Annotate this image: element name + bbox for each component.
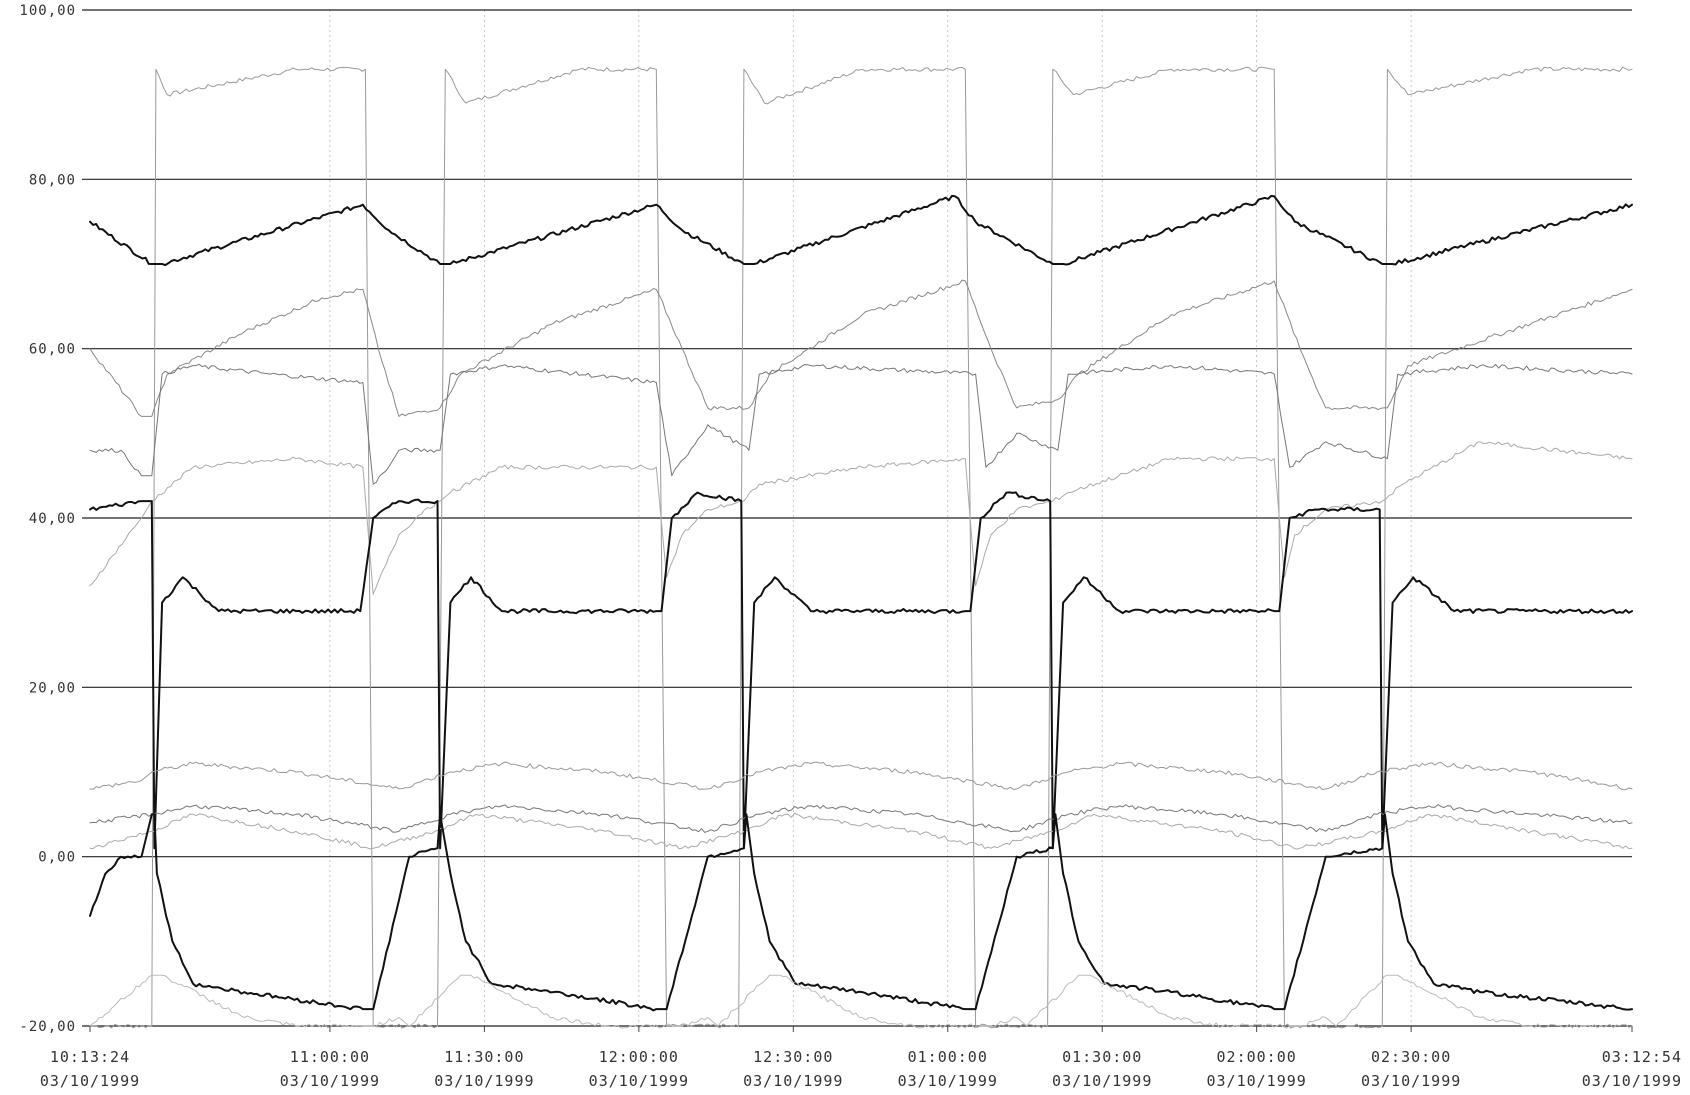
- x-tick-date-0: 03/10/1999: [40, 1072, 140, 1090]
- y-tick-label-0: 100,00: [19, 3, 76, 19]
- y-tick-label-5: 0,00: [38, 850, 76, 866]
- x-tick-date-9: 03/10/1999: [1582, 1072, 1682, 1090]
- series-line-7: [89, 804, 1633, 833]
- series-line-6: [89, 761, 1633, 791]
- x-tick-time-4: 12:30:00: [753, 1048, 833, 1066]
- series-line-10: [89, 974, 1633, 1029]
- x-tick-time-6: 01:30:00: [1062, 1048, 1142, 1066]
- series-line-1: [89, 194, 1633, 267]
- x-tick-time-7: 02:00:00: [1217, 1048, 1297, 1066]
- x-tick-date-6: 03/10/1999: [1052, 1072, 1152, 1090]
- horizontal-gridlines: [82, 9, 1632, 1027]
- x-tick-time-8: 02:30:00: [1371, 1048, 1451, 1066]
- series-line-0: [89, 66, 1633, 1029]
- series-line-5: [89, 491, 1633, 850]
- series-line-3: [89, 363, 1633, 485]
- x-tick-time-2: 11:30:00: [444, 1048, 524, 1066]
- x-tick-date-7: 03/10/1999: [1207, 1072, 1307, 1090]
- x-tick-date-5: 03/10/1999: [898, 1072, 998, 1090]
- x-tick-time-1: 11:00:00: [290, 1048, 370, 1066]
- series-line-4: [89, 441, 1633, 595]
- x-tick-date-3: 03/10/1999: [589, 1072, 689, 1090]
- series-layer: [89, 66, 1633, 1029]
- y-tick-label-3: 40,00: [29, 511, 76, 527]
- x-tick-date-1: 03/10/1999: [280, 1072, 380, 1090]
- x-axis-ticks: 10:13:24 03/10/1999 11:00:00 03/10/1999 11:3…: [40, 1026, 1682, 1090]
- y-tick-label-4: 20,00: [29, 680, 76, 696]
- series-line-2: [89, 279, 1633, 417]
- x-tick-time-3: 12:00:00: [599, 1048, 679, 1066]
- x-tick-time-5: 01:00:00: [908, 1048, 988, 1066]
- x-tick-time-0: 10:13:24: [50, 1048, 130, 1066]
- series-line-9: [89, 813, 1633, 1012]
- y-tick-label-2: 60,00: [29, 342, 76, 358]
- x-tick-date-2: 03/10/1999: [434, 1072, 534, 1090]
- series-line-8: [89, 813, 1633, 850]
- y-axis-ticks: 100,00 80,00 60,00 40,00 20,00 0,00 -20,00: [19, 3, 76, 1035]
- x-tick-date-8: 03/10/1999: [1361, 1072, 1461, 1090]
- x-tick-date-4: 03/10/1999: [743, 1072, 843, 1090]
- y-tick-label-6: -20,00: [19, 1019, 76, 1035]
- x-tick-time-9: 03:12:54: [1602, 1048, 1682, 1066]
- y-tick-label-1: 80,00: [29, 172, 76, 188]
